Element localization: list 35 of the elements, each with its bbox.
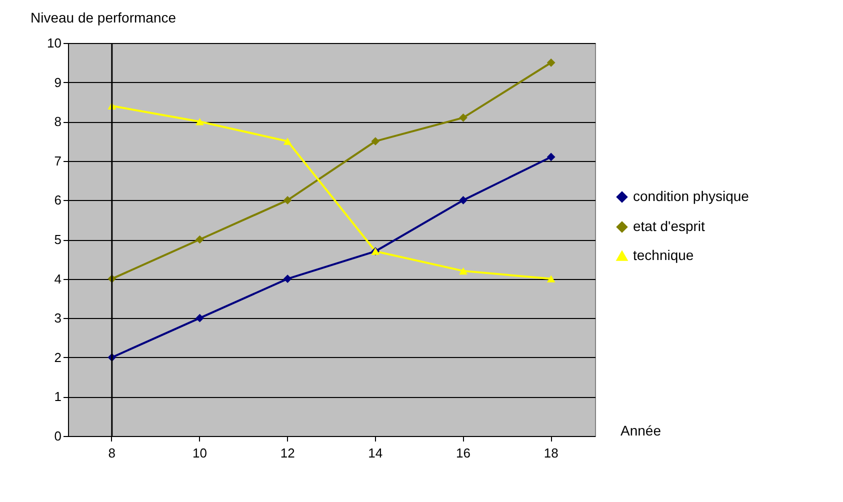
x-tick-label: 8 <box>108 446 116 460</box>
point <box>283 196 292 204</box>
y-tick-label: 7 <box>54 153 62 168</box>
y-axis-title: Niveau de performance <box>30 10 176 26</box>
point <box>283 274 292 283</box>
legend-label: condition physique <box>633 188 750 204</box>
x-tick-label: 18 <box>544 446 558 460</box>
x-tick-label: 12 <box>280 446 295 460</box>
point <box>546 58 556 67</box>
y-tick-label: 5 <box>54 232 62 247</box>
point <box>371 137 380 146</box>
point <box>196 314 204 322</box>
point <box>283 138 292 145</box>
point <box>459 267 468 275</box>
point <box>196 118 204 126</box>
y-tick-label: 9 <box>54 74 62 90</box>
x-tick-label: 10 <box>192 446 207 460</box>
y-tick-label: 4 <box>54 271 62 286</box>
point <box>546 275 556 282</box>
y-tick-label: 1 <box>54 389 62 404</box>
y-tick-label: 6 <box>54 192 62 208</box>
legend-label: etat d'esprit <box>633 218 706 234</box>
y-tick-label: 3 <box>54 310 62 326</box>
x-tick-label: 14 <box>368 446 383 460</box>
y-tick-label: 2 <box>54 350 62 365</box>
point <box>459 196 468 204</box>
legend-label: technique <box>633 247 694 263</box>
point <box>196 235 204 244</box>
y-tick-label: 10 <box>47 36 62 50</box>
y-tick-label: 8 <box>54 114 62 130</box>
point <box>546 152 556 162</box>
point <box>459 113 468 122</box>
x-axis-title: Année <box>620 422 662 438</box>
y-tick-label: 0 <box>54 428 62 444</box>
x-tick-label: 16 <box>456 446 470 460</box>
